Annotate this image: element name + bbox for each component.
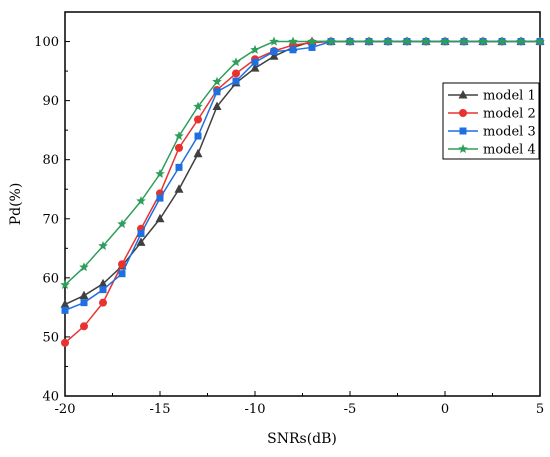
data-point [80, 299, 88, 307]
data-point [250, 44, 260, 54]
data-point [98, 240, 108, 250]
series-layer [60, 36, 545, 347]
axis-ticks: -20 -15 -10 -5 0 5 40 50 60 70 80 90 100 [34, 35, 544, 417]
y-tick-label: 80 [42, 153, 59, 168]
data-point [79, 290, 89, 300]
legend-marker [459, 127, 467, 135]
x-tick-label: -15 [150, 402, 171, 417]
legend-label: model 3 [483, 125, 536, 140]
x-tick-label: 5 [536, 402, 544, 417]
data-point [175, 163, 183, 171]
x-axis-title: SNRs(dB) [267, 431, 337, 447]
data-point [212, 101, 222, 111]
series-model-4 [60, 36, 545, 289]
data-point [535, 36, 545, 46]
data-point [174, 131, 184, 141]
x-tick-label: 0 [441, 402, 449, 417]
data-point [155, 168, 165, 178]
data-point [232, 69, 240, 78]
data-point [270, 48, 278, 56]
legend-item: model 3 [448, 125, 536, 140]
data-point [99, 298, 107, 307]
data-point [383, 36, 393, 46]
data-point [193, 101, 203, 111]
series-line [64, 40, 540, 286]
data-point [194, 115, 202, 124]
legend-label: model 4 [483, 143, 536, 158]
x-tick-label: -20 [55, 402, 76, 417]
data-point [497, 36, 507, 46]
data-point [250, 63, 260, 72]
y-tick-label: 90 [42, 94, 59, 109]
series-line [64, 40, 540, 312]
data-point [308, 43, 316, 51]
data-point [516, 36, 526, 46]
data-point [231, 57, 241, 67]
x-tick-label: -10 [245, 402, 266, 417]
data-point [117, 219, 127, 229]
data-point [269, 51, 279, 60]
data-point [402, 36, 412, 46]
data-point [61, 306, 69, 314]
data-point [175, 143, 183, 152]
data-point [79, 262, 89, 272]
legend-item: model 1 [448, 89, 536, 104]
plot-frame [64, 11, 541, 397]
data-point [155, 213, 165, 223]
legend-marker [458, 90, 468, 99]
series-line [64, 40, 540, 306]
y-tick-label: 60 [42, 271, 59, 286]
legend: model 1 model 2 model 3 model 4 [442, 82, 540, 160]
data-point [137, 230, 145, 238]
data-point [118, 260, 126, 269]
legend-label: model 1 [483, 89, 536, 104]
y-tick-label: 40 [42, 390, 59, 405]
y-axis-title: Pd(%) [8, 183, 24, 226]
data-point [98, 278, 108, 288]
data-point [80, 322, 88, 331]
legend-marker [459, 109, 467, 117]
data-point [174, 184, 184, 193]
data-point [61, 338, 69, 347]
series-model-1 [60, 36, 545, 308]
data-point [194, 132, 202, 140]
data-point [60, 279, 70, 289]
data-point [118, 270, 126, 278]
data-point [459, 36, 469, 46]
data-point [345, 36, 355, 46]
series-model-3 [61, 38, 544, 314]
legend-label: model 2 [483, 107, 536, 122]
legend-item: model 4 [448, 143, 536, 158]
data-point [156, 194, 164, 202]
data-point [99, 286, 107, 294]
data-point [478, 36, 488, 46]
data-point [60, 299, 70, 308]
data-point [289, 46, 297, 54]
data-point [213, 88, 221, 96]
data-point [326, 36, 336, 46]
x-tick-label: -5 [344, 402, 357, 417]
data-point [251, 58, 259, 66]
y-tick-label: 70 [42, 212, 59, 227]
data-point [136, 196, 146, 206]
data-point [136, 237, 146, 246]
data-point [288, 36, 298, 46]
legend-item: model 2 [448, 107, 536, 122]
data-point [193, 148, 203, 158]
data-point [232, 77, 240, 85]
legend-marker [458, 144, 468, 154]
data-point [421, 36, 431, 46]
data-point [212, 76, 222, 86]
y-tick-label: 100 [34, 35, 59, 50]
data-point [440, 36, 450, 46]
data-point [307, 36, 317, 46]
y-tick-label: 50 [42, 330, 59, 345]
data-point [269, 36, 279, 46]
data-point [364, 36, 374, 46]
